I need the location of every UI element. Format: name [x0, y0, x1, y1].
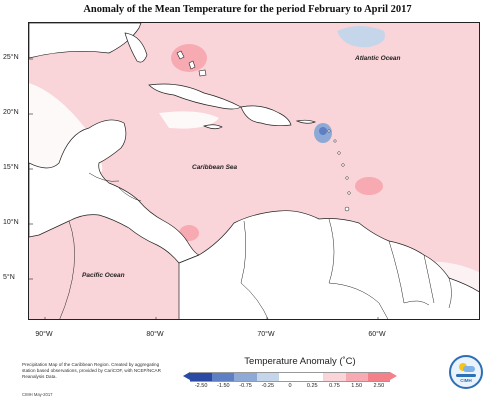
bahamas: [176, 50, 185, 60]
cool-anomaly-patch: [319, 127, 327, 135]
lon-label-90w: 90°W: [35, 331, 53, 338]
map-title: Anomaly of the Mean Temperature for the …: [83, 4, 412, 15]
warm-anomaly-patch: [355, 177, 383, 195]
lon-label-70w: 70°W: [257, 331, 275, 338]
warm-anomaly-patch: [171, 44, 207, 72]
legend-tick-label: 1.50: [351, 383, 363, 389]
lesser-antilles: [347, 191, 351, 195]
trinidad: [344, 206, 350, 212]
logo-text: CIMH: [460, 378, 472, 383]
lat-label-5n: 5°N: [3, 274, 15, 281]
country-border: [88, 172, 120, 182]
temperature-anomaly-map: [29, 23, 479, 319]
legend-tick-label: 2.50: [373, 383, 385, 389]
hispaniola: [240, 105, 292, 127]
legend-tick-label: 0: [288, 383, 292, 389]
country-border: [240, 220, 269, 319]
legend-tick-label: -0.25: [261, 383, 275, 389]
legend-swatch: [301, 372, 324, 382]
country-border: [328, 218, 389, 319]
legend-swatch: [323, 372, 346, 382]
legend-swatch: [256, 372, 279, 382]
legend-cap-low: [183, 372, 190, 380]
lon-label-60w: 60°W: [368, 331, 386, 338]
country-border: [59, 220, 75, 319]
lat-label-20n: 20°N: [3, 109, 19, 116]
lesser-antilles: [345, 176, 349, 180]
cimh-logo: CIMH: [449, 355, 483, 389]
map-panel: [28, 22, 480, 320]
cuba: [148, 83, 242, 110]
puerto-rico: [295, 119, 316, 124]
legend-tick-label: -0.75: [239, 383, 252, 389]
mexico-central-america: [29, 119, 200, 264]
legend-colorbar: [183, 372, 397, 382]
bahamas: [198, 69, 207, 77]
lesser-antilles: [327, 129, 331, 133]
country-border: [448, 277, 452, 309]
cloud-icon: [463, 366, 475, 372]
legend-swatch: [190, 372, 213, 382]
map-credit: CIMH May-2017: [22, 392, 53, 397]
legend-title: Temperature Anomaly (˚C): [244, 356, 356, 367]
pacific-ocean-label: Pacific Ocean: [82, 272, 125, 279]
wave-icon: [456, 374, 476, 377]
legend-swatch: [367, 372, 390, 382]
legend-tick-label: 0.25: [306, 383, 318, 389]
legend-cap-high: [390, 372, 397, 380]
cool-anomaly-patch: [337, 26, 385, 48]
legend-ticks: -2.50 -1.50 -0.75 -0.25 0 0.25 0.75 1.50 2.50: [190, 383, 390, 393]
legend-swatch: [234, 372, 257, 382]
lat-label-15n: 15°N: [3, 164, 19, 171]
country-border: [423, 254, 435, 304]
legend-swatch: [212, 372, 235, 382]
lesser-antilles: [341, 163, 345, 167]
map-footnote: Precipitation Map of the Caribbean Regio…: [22, 362, 161, 379]
caribbean-sea-label: Caribbean Sea: [192, 164, 238, 171]
country-border: [118, 187, 142, 202]
legend-tick-label: -2.50: [194, 383, 208, 389]
bahamas: [188, 60, 196, 70]
lat-label-10n: 10°N: [3, 219, 19, 226]
country-border: [388, 240, 430, 306]
lon-label-80w: 80°W: [146, 331, 164, 338]
north-america-coast: [29, 23, 142, 59]
neutral-anomaly-area: [159, 111, 219, 129]
florida-peninsula: [124, 32, 148, 63]
legend-tick-label: -1.50: [217, 383, 230, 389]
lesser-antilles: [337, 151, 341, 155]
atlantic-ocean-label: Atlantic Ocean: [355, 55, 401, 62]
legend-swatch: [345, 372, 368, 382]
lesser-antilles: [333, 139, 337, 143]
lat-label-25n: 25°N: [3, 54, 19, 61]
legend-tick-label: 0.75: [329, 383, 340, 389]
jamaica: [203, 124, 223, 130]
legend-swatch: [278, 372, 302, 382]
south-america: [178, 210, 479, 319]
